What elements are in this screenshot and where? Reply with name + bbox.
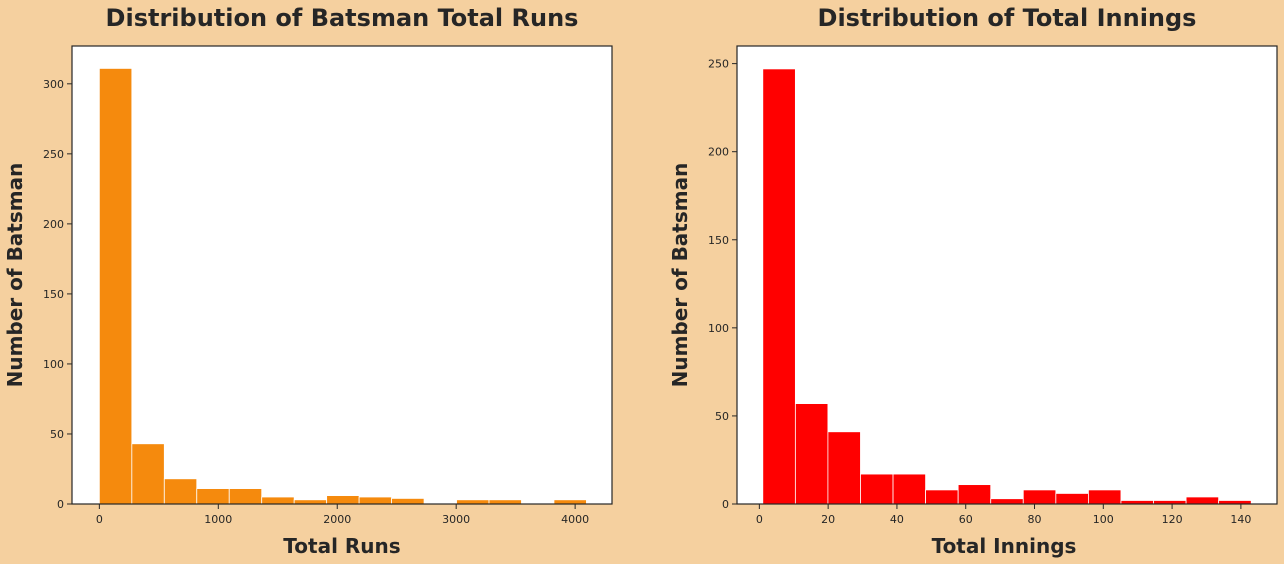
innings-x-ticks: 0 20 40 60 80 100 120 140 — [756, 504, 1251, 526]
runs-bars — [98, 68, 587, 505]
innings-histogram-bar — [892, 473, 926, 505]
innings-histogram-bar — [1185, 496, 1220, 505]
innings-histogram-bar — [957, 484, 992, 505]
innings-chart-title: Distribution of Total Innings — [818, 4, 1197, 32]
runs-x-tick-label: 1000 — [204, 513, 232, 526]
runs-histogram-bar — [358, 496, 392, 505]
runs-plot-frame — [71, 45, 613, 505]
runs-histogram-bar — [228, 488, 263, 505]
innings-histogram-bar — [990, 498, 1024, 505]
runs-y-tick-label: 200 — [43, 218, 64, 231]
runs-histogram-bar — [261, 496, 295, 505]
runs-histogram-bar — [456, 499, 490, 505]
innings-x-tick-label: 100 — [1093, 513, 1114, 526]
innings-plot-frame — [736, 45, 1278, 505]
runs-histogram-bar — [326, 495, 360, 505]
innings-histogram-bar — [1055, 493, 1089, 505]
runs-x-tick-label: 2000 — [323, 513, 351, 526]
innings-histogram-bar — [794, 403, 829, 505]
runs-histogram-bar — [163, 478, 198, 505]
innings-x-tick-label: 120 — [1162, 513, 1183, 526]
runs-histogram-bar — [196, 488, 230, 505]
innings-x-tick-label: 0 — [756, 513, 763, 526]
runs-y-tick-label: 100 — [43, 358, 64, 371]
runs-histogram-bar — [553, 499, 587, 505]
runs-histogram-bar — [293, 499, 328, 505]
runs-histogram-bar — [98, 68, 133, 505]
innings-x-tick-label: 80 — [1028, 513, 1042, 526]
runs-x-ticks: 0 1000 2000 3000 4000 — [96, 504, 589, 526]
innings-x-tick-label: 40 — [890, 513, 904, 526]
runs-x-tick-label: 3000 — [442, 513, 470, 526]
runs-histogram-bar — [391, 497, 425, 505]
innings-histogram-bar — [1022, 489, 1057, 505]
runs-y-tick-label: 50 — [50, 428, 64, 441]
runs-y-tick-label: 250 — [43, 148, 64, 161]
innings-y-tick-label: 200 — [708, 146, 729, 159]
innings-y-tick-label: 250 — [708, 58, 729, 71]
runs-x-tick-label: 4000 — [561, 513, 589, 526]
innings-y-axis-label: Number of Batsman — [668, 163, 692, 388]
innings-histogram-bar — [860, 473, 894, 505]
innings-histogram-bar — [827, 431, 861, 505]
innings-histogram-bar — [925, 489, 959, 505]
runs-x-axis-label: Total Runs — [283, 534, 400, 558]
runs-y-axis-label: Number of Batsman — [3, 163, 27, 388]
innings-histogram-bar — [762, 68, 796, 505]
runs-y-tick-label: 150 — [43, 288, 64, 301]
innings-x-tick-label: 20 — [821, 513, 835, 526]
runs-y-tick-label: 300 — [43, 78, 64, 91]
runs-histogram-bar — [131, 443, 165, 505]
innings-y-tick-label: 100 — [708, 322, 729, 335]
runs-x-tick-label: 0 — [96, 513, 103, 526]
innings-y-ticks: 0 50 100 150 200 250 — [708, 58, 737, 511]
innings-y-tick-label: 0 — [722, 498, 729, 511]
runs-chart-title: Distribution of Batsman Total Runs — [106, 4, 579, 32]
runs-y-ticks: 0 50 100 150 200 250 300 — [43, 78, 72, 511]
innings-histogram-panel: 0 20 40 60 80 100 120 140 0 50 100 150 200 250 Distr… — [668, 4, 1278, 558]
innings-x-tick-label: 60 — [959, 513, 973, 526]
runs-plot-area — [72, 46, 612, 504]
innings-x-axis-label: Total Innings — [932, 534, 1077, 558]
runs-histogram-panel: 0 1000 2000 3000 4000 0 50 100 150 200 250 300 Dis… — [3, 4, 613, 558]
innings-y-tick-label: 50 — [715, 410, 729, 423]
innings-x-tick-label: 140 — [1230, 513, 1251, 526]
innings-y-tick-label: 150 — [708, 234, 729, 247]
runs-y-tick-label: 0 — [57, 498, 64, 511]
innings-histogram-bar — [1088, 489, 1122, 505]
innings-bars — [762, 68, 1252, 505]
runs-histogram-bar — [488, 499, 522, 505]
